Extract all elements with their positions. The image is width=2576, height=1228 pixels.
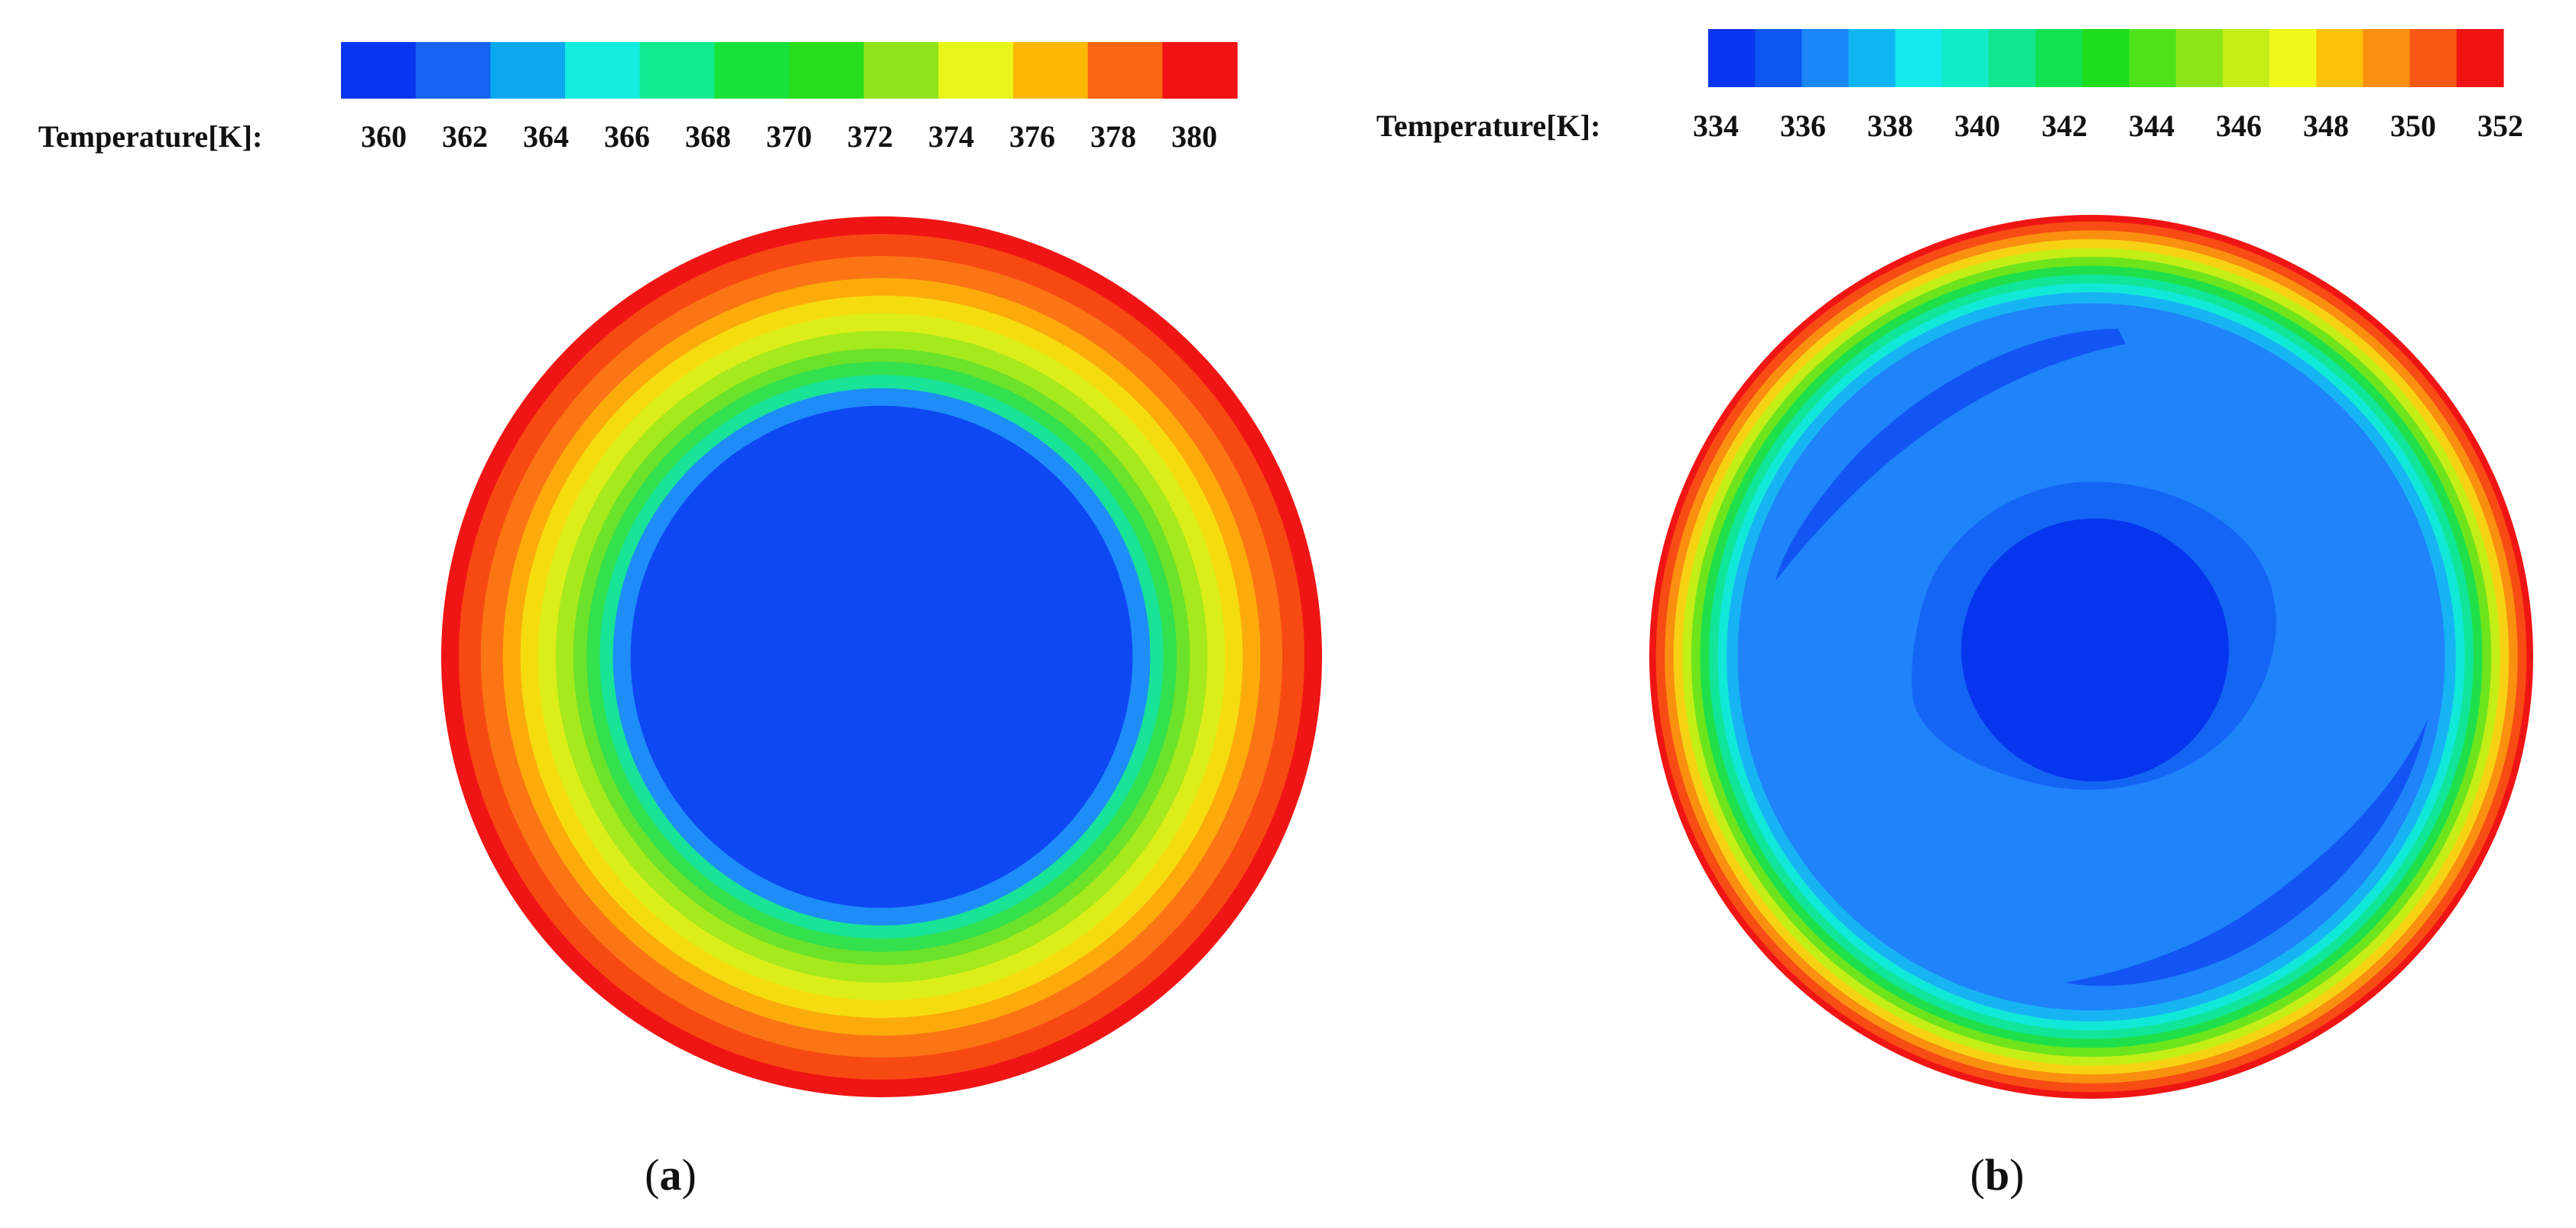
panel-a-tick: 376 [1009, 119, 1055, 154]
colorbar-segment [1708, 29, 1756, 87]
colorbar-segment [2035, 29, 2084, 87]
panel-a-colorbar [341, 42, 1238, 99]
panel-a-label-open: ( [645, 1150, 659, 1200]
colorbar-segment [1848, 29, 1896, 87]
panel-b-tick: 348 [2303, 109, 2349, 143]
panel-b: Temperature[K]: 334 336 338 340 342 344 … [1376, 29, 2533, 1200]
panel-b-label: (b) [1970, 1150, 2025, 1200]
panel-a-tick: 372 [847, 119, 893, 154]
panel-a: Temperature[K]: 360 362 364 366 368 370 … [38, 42, 1322, 1200]
colorbar-segment [1013, 42, 1089, 99]
colorbar-segment [2456, 29, 2504, 87]
panel-b-tick: 342 [2042, 109, 2087, 143]
panel-b-colorbar [1708, 29, 2504, 87]
colorbar-segment [2175, 29, 2224, 87]
panel-b-tick: 336 [1780, 109, 1826, 143]
panel-b-tick: 346 [2216, 109, 2262, 143]
panel-b-tick: 338 [1867, 109, 1913, 143]
contour-band [630, 405, 1133, 908]
colorbar-segment [1895, 29, 1943, 87]
colorbar-segment [2222, 29, 2270, 87]
colorbar-segment [565, 42, 641, 99]
panel-a-label-close: ) [682, 1150, 697, 1200]
colorbar-segment [2082, 29, 2130, 87]
panel-a-label: (a) [645, 1150, 697, 1200]
panel-b-colorbar-ticks: 334 336 338 340 342 344 346 348 350 352 [1693, 109, 2523, 143]
panel-b-tick: 352 [2477, 109, 2523, 143]
panel-a-colorbar-ticks: 360 362 364 366 368 370 372 374 376 378 … [361, 119, 1217, 154]
colorbar-segment [2363, 29, 2411, 87]
cold-core [1961, 518, 2229, 781]
panel-b-tick: 344 [2129, 109, 2175, 143]
panel-a-legend-title: Temperature[K]: [38, 119, 262, 154]
panel-a-tick: 374 [928, 119, 974, 154]
panel-b-contour-disc [1649, 215, 2533, 1099]
colorbar-segment [2409, 29, 2457, 87]
panel-b-label-letter: b [1985, 1150, 2009, 1200]
panel-b-tick: 350 [2390, 109, 2436, 143]
panel-a-contour-disc [441, 216, 1322, 1097]
colorbar-segment [789, 42, 865, 99]
colorbar-segment [1755, 29, 1802, 87]
colorbar-segment [1989, 29, 2036, 87]
colorbar-segment [2269, 29, 2317, 87]
colorbar-segment [1801, 29, 1850, 87]
panel-b-tick: 340 [1954, 109, 2000, 143]
colorbar-segment [1941, 29, 1990, 87]
panel-b-legend-title: Temperature[K]: [1376, 109, 1600, 143]
panel-a-tick: 380 [1171, 119, 1217, 154]
colorbar-segment [490, 42, 566, 99]
panel-a-label-letter: a [660, 1150, 682, 1200]
colorbar-segment [1087, 42, 1163, 99]
colorbar-segment [2316, 29, 2364, 87]
colorbar-segment [2129, 29, 2177, 87]
panel-b-label-close: ) [2009, 1150, 2024, 1200]
colorbar-segment [938, 42, 1014, 99]
panel-a-tick: 366 [604, 119, 650, 154]
colorbar-segment [341, 42, 417, 99]
colorbar-segment [863, 42, 939, 99]
panel-a-tick: 360 [361, 119, 407, 154]
panel-a-tick: 364 [523, 119, 569, 154]
colorbar-segment [415, 42, 491, 99]
panel-a-tick: 370 [766, 119, 812, 154]
colorbar-segment [1162, 42, 1238, 99]
lower-streak [2064, 719, 2428, 986]
panel-a-tick: 368 [685, 119, 731, 154]
panel-a-tick: 362 [442, 119, 488, 154]
panel-b-tick: 334 [1693, 109, 1739, 143]
panel-a-tick: 378 [1090, 119, 1136, 154]
panel-b-label-open: ( [1970, 1150, 1985, 1200]
colorbar-segment [639, 42, 715, 99]
colorbar-segment [714, 42, 790, 99]
